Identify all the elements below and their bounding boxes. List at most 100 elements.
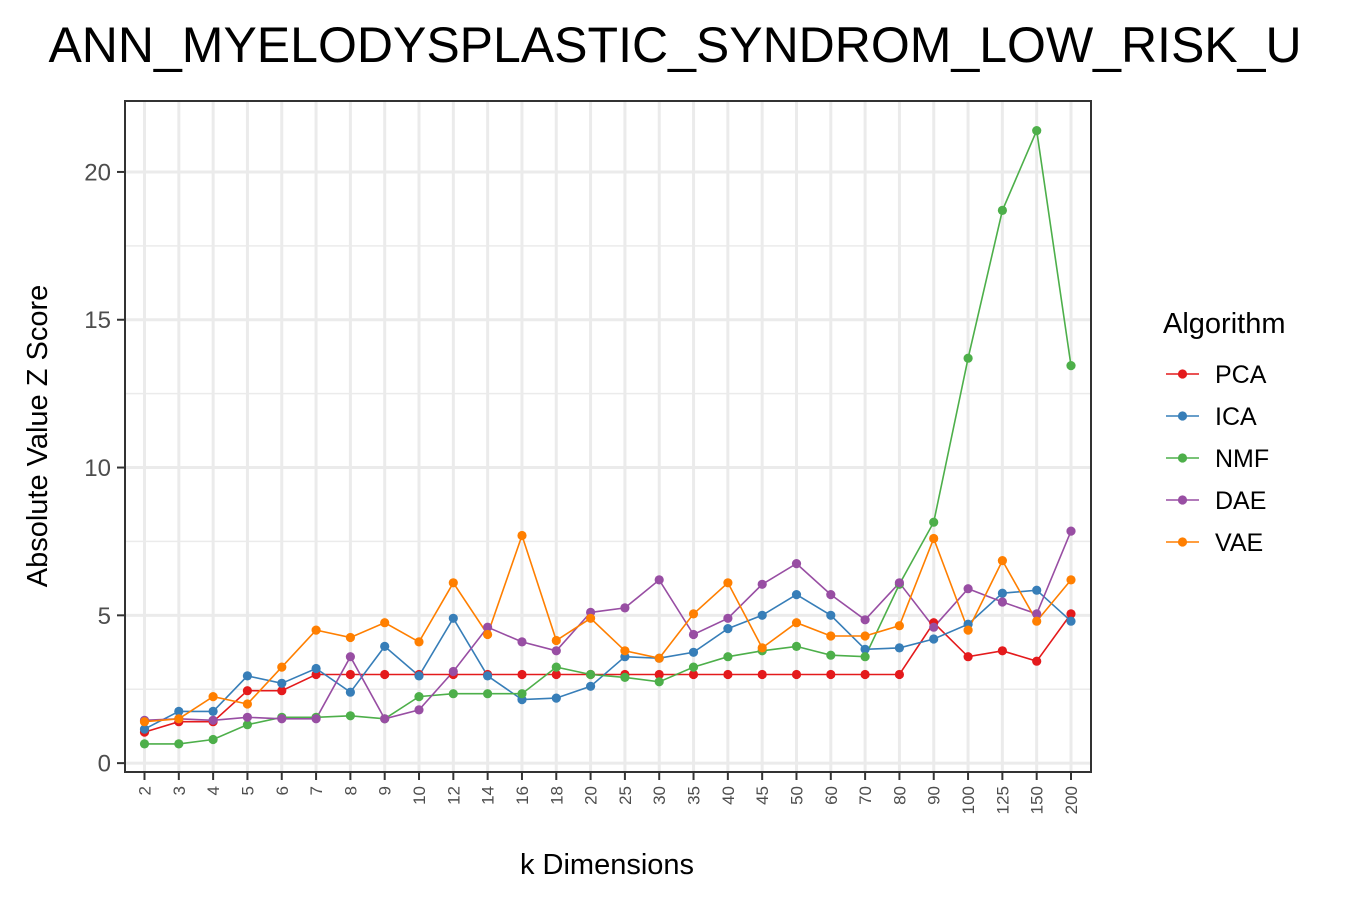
data-point-ica	[997, 588, 1008, 598]
data-point-dae	[345, 652, 355, 662]
data-point-pca	[1032, 656, 1042, 666]
y-tick-label: 20	[84, 159, 111, 186]
data-point-nmf	[1032, 126, 1042, 136]
x-tick-label: 6	[273, 786, 292, 795]
data-point-vae	[517, 530, 527, 541]
legend-label-vae: VAE	[1215, 529, 1263, 557]
data-point-pca	[242, 686, 252, 696]
x-tick-label: 200	[1062, 786, 1081, 814]
data-point-dae	[757, 579, 767, 589]
data-point-pca	[894, 669, 905, 680]
y-tick-label: 5	[98, 603, 111, 630]
x-axis-title: k Dimensions	[520, 849, 694, 881]
data-point-pca	[1066, 609, 1076, 619]
data-point-pca	[345, 669, 355, 680]
x-tick-label: 30	[650, 786, 669, 805]
plot-background	[125, 101, 1091, 772]
data-point-ica	[1066, 616, 1076, 626]
data-point-nmf	[242, 720, 252, 730]
data-point-dae	[448, 666, 458, 677]
data-point-vae	[380, 618, 390, 628]
x-tick-label: 18	[547, 786, 566, 805]
data-point-vae	[688, 609, 699, 619]
data-point-vae	[414, 637, 424, 647]
data-point-pca	[723, 669, 733, 680]
data-point-pca	[826, 669, 836, 680]
data-point-dae	[860, 615, 870, 625]
data-point-ica	[380, 641, 390, 652]
data-point-nmf	[345, 711, 355, 721]
data-point-pca	[963, 652, 973, 662]
data-point-ica	[483, 671, 493, 681]
data-point-vae	[277, 662, 287, 672]
data-point-pca	[791, 669, 802, 680]
x-tick-label: 25	[616, 786, 635, 805]
data-point-nmf	[448, 689, 458, 699]
data-point-dae	[654, 575, 664, 585]
data-point-ica	[242, 671, 252, 681]
data-point-nmf	[826, 650, 836, 660]
x-tick-label: 80	[890, 786, 909, 805]
x-tick-label: 8	[341, 786, 360, 795]
x-tick-label: 12	[444, 786, 463, 805]
data-point-vae	[654, 653, 664, 663]
legend-label-nmf: NMF	[1215, 445, 1269, 473]
data-point-vae	[826, 631, 836, 641]
x-tick-label: 150	[1028, 786, 1047, 814]
data-point-pca	[997, 646, 1008, 656]
legend-point-vae	[1177, 537, 1188, 547]
y-tick-label: 0	[98, 751, 111, 778]
data-point-nmf	[1066, 361, 1076, 371]
x-tick-label: 100	[959, 786, 978, 814]
data-point-dae	[517, 637, 527, 647]
data-point-dae	[826, 590, 836, 600]
data-point-dae	[688, 629, 699, 640]
data-point-ica	[929, 634, 939, 644]
x-tick-label: 4	[204, 786, 223, 795]
legend-label-ica: ICA	[1215, 403, 1257, 431]
data-point-dae	[894, 578, 905, 588]
series-line-ica	[144, 589, 1072, 730]
data-point-pca	[277, 686, 287, 696]
data-point-nmf	[963, 353, 973, 363]
x-tick-label: 16	[513, 786, 532, 805]
x-tick-label: 50	[788, 786, 807, 805]
x-tick-label: 45	[753, 786, 772, 805]
x-tick-label: 3	[170, 786, 189, 795]
data-point-nmf	[483, 689, 493, 699]
data-point-ica	[791, 590, 802, 600]
data-point-ica	[723, 624, 733, 634]
x-tick-label: 60	[822, 786, 841, 805]
data-point-pca	[757, 669, 767, 680]
plot-border-rect	[124, 100, 1092, 773]
data-point-ica	[860, 644, 870, 654]
y-axis-title: Absolute Value Z Score	[22, 285, 54, 588]
x-tick-label: 125	[993, 786, 1012, 814]
plot-border	[124, 100, 1092, 773]
data-point-dae	[1066, 526, 1076, 536]
x-tick-label: 5	[238, 786, 257, 795]
data-point-vae	[345, 632, 355, 643]
data-point-ica	[551, 693, 561, 703]
y-tick-label: 15	[84, 307, 111, 334]
data-point-vae	[860, 631, 870, 641]
data-point-ica	[894, 643, 905, 653]
data-point-dae	[208, 715, 218, 725]
data-point-vae	[208, 692, 218, 702]
data-point-nmf	[860, 652, 870, 662]
y-tick-label: 10	[84, 455, 111, 482]
data-point-vae	[963, 625, 973, 635]
x-tick-label: 20	[582, 786, 601, 805]
legend-point-pca	[1177, 369, 1188, 379]
data-point-nmf	[139, 739, 150, 749]
data-point-dae	[380, 714, 390, 724]
data-point-nmf	[208, 734, 218, 745]
data-point-ica	[826, 610, 836, 620]
data-point-vae	[723, 578, 733, 588]
data-point-nmf	[688, 662, 699, 672]
data-point-ica	[208, 706, 218, 717]
x-tick-label: 2	[136, 786, 155, 795]
data-point-nmf	[654, 677, 664, 687]
data-point-dae	[414, 705, 424, 715]
